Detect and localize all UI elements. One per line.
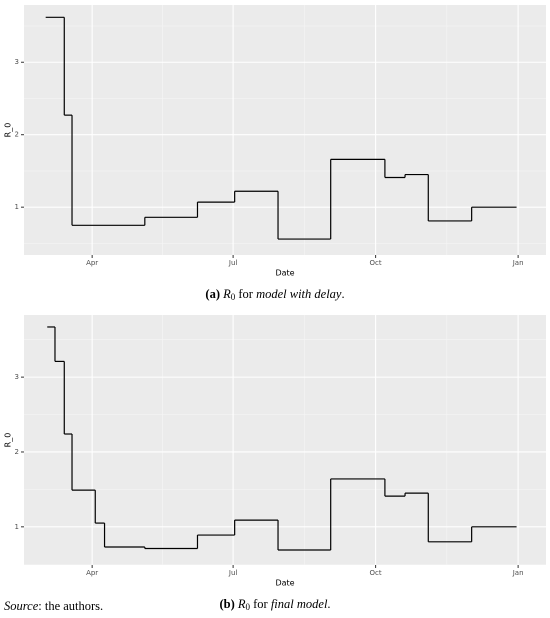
y-tick-label: 2 [15,448,19,456]
x-tick-label: Jan [512,569,524,577]
caption-subscript: 0 [231,292,236,302]
caption-symbol: R [237,597,246,611]
caption-label: a [210,287,217,301]
caption-text: for [235,287,256,301]
plot-background [24,5,546,255]
caption-label: ( [205,287,209,301]
y-tick-label: 1 [15,203,19,211]
caption-symbol: R [222,287,231,301]
plot-background [24,315,546,565]
x-tick-label: Apr [86,259,98,267]
x-tick-label: Jan [512,259,524,267]
caption-a: (a) R0 for model with delay. [205,287,344,302]
x-tick-label: Jul [228,569,238,577]
caption-subscript: 0 [246,602,251,612]
y-tick-label: 2 [15,131,19,139]
caption-end: . [341,287,344,301]
x-axis-title: Date [275,579,294,588]
caption-emphasis: final model [271,597,328,611]
chart: Apr Jul Oct Jan 1 2 3 Date R_0 [4,5,546,278]
y-axis-title: R_0 [4,123,13,138]
y-tick-label: 3 [15,58,19,66]
y-axis-title: R_0 [4,433,13,448]
caption-end: . [327,597,330,611]
x-tick-label: Apr [86,569,98,577]
x-tick-label: Jul [228,259,238,267]
caption-label: b [224,597,231,611]
x-tick-label: Oct [370,569,382,577]
x-axis-title: Date [275,269,294,278]
caption-b: (b) R0 for final model. [219,597,330,612]
caption-label: ( [219,597,223,611]
source-note: Source: the authors. [4,599,103,613]
y-tick-label: 1 [15,523,19,531]
caption-emphasis: model with delay [256,287,342,301]
y-tick-label: 3 [15,373,19,381]
caption-label: ) [216,287,220,301]
x-tick-label: Oct [370,259,382,267]
chart: Apr Jul Oct Jan 1 2 3 Date R_0 [4,315,546,588]
caption-label: ) [231,597,235,611]
caption-text: for [250,597,271,611]
source-label: Source [4,599,39,613]
source-text: : the authors. [38,599,103,613]
